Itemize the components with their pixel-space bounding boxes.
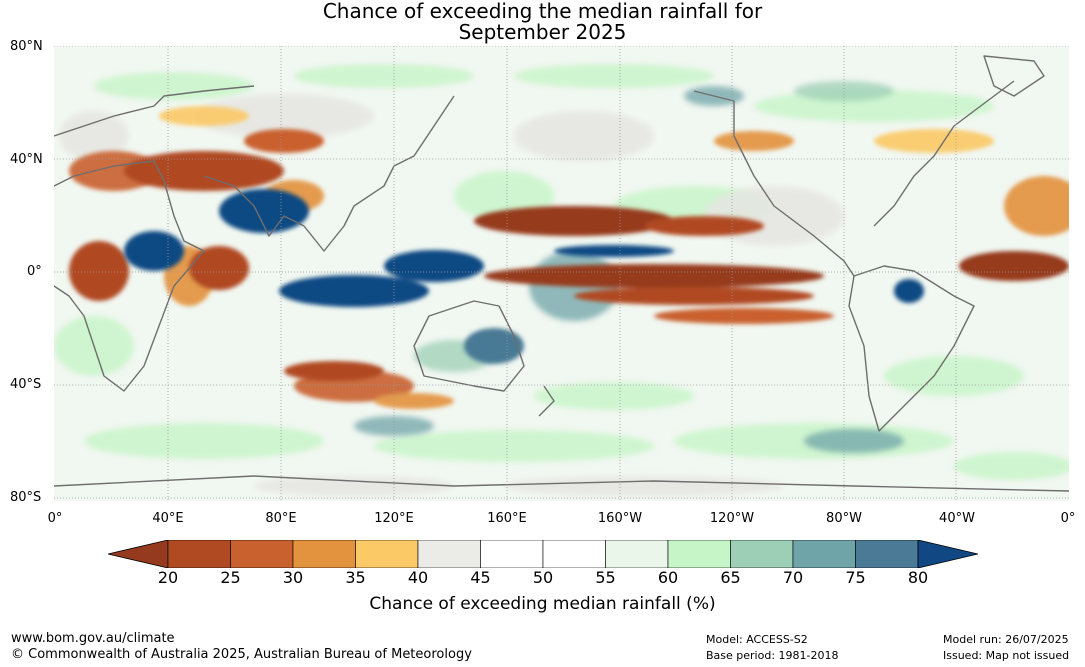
dark-blue-wet-bands xyxy=(124,189,924,364)
lon-label-120w: 120°W xyxy=(709,511,755,526)
colorbar-tick-label: 65 xyxy=(720,568,741,587)
europe-coastline xyxy=(54,85,255,137)
colorbar-segment-25-30 xyxy=(230,540,294,568)
colorbar-title: Chance of exceeding median rainfall (%) xyxy=(369,594,716,614)
map-title-line-1: Chance of exceeding the median rainfall … xyxy=(322,0,763,23)
lat-label-0: 0° xyxy=(27,264,42,279)
lat-label-40s: 40°S xyxy=(10,377,42,392)
footer-base-period: Base period: 1981-2018 xyxy=(706,649,839,662)
colorbar-segment-65-70 xyxy=(730,540,794,568)
lon-label-120e: 120°E xyxy=(374,511,414,526)
north-america-coastline xyxy=(693,90,855,277)
colorbar-segment-45-50 xyxy=(480,540,544,568)
colorbar-tick-label: 60 xyxy=(657,568,679,587)
colorbar-segment-20-25 xyxy=(167,540,231,568)
lon-label-40w: 40°W xyxy=(939,511,975,526)
lat-label-80n: 80°N xyxy=(10,39,43,54)
colorbar-extend-high xyxy=(917,540,978,568)
lat-label-40n: 40°N xyxy=(10,152,43,167)
coastlines xyxy=(54,55,1069,492)
colorbar-tick-label: 50 xyxy=(532,568,554,587)
colorbar-tick-label: 25 xyxy=(220,568,241,587)
colorbar-tick-label: 75 xyxy=(845,568,866,587)
lon-label-160w: 160°W xyxy=(597,511,643,526)
colorbar-segment-30-35 xyxy=(292,540,356,568)
footer-model-run: Model run: 26/07/2025 xyxy=(943,633,1069,646)
lon-label-0: 0° xyxy=(47,511,63,526)
africa-coastline xyxy=(54,160,205,392)
colorbar-segment-40-45 xyxy=(417,540,481,568)
colorbar-tick-label: 40 xyxy=(407,568,429,587)
antarctica-coastline xyxy=(54,475,1069,492)
colorbar-segment-55-60 xyxy=(605,540,669,568)
colorbar-tick-label: 45 xyxy=(470,568,491,587)
lon-label-80w: 80°W xyxy=(826,511,862,526)
colorbar-segment-35-40 xyxy=(355,540,419,568)
colorbar-tick-label: 55 xyxy=(595,568,616,587)
graticule xyxy=(54,46,1069,501)
asia-coastline xyxy=(203,95,455,252)
colorbar-tick-label: 70 xyxy=(782,568,804,587)
map-title-line-2: September 2025 xyxy=(458,20,627,44)
colorbar xyxy=(108,540,978,568)
dark-brown-dry-bands xyxy=(69,129,1069,381)
colorbar-tick-label: 35 xyxy=(345,568,366,587)
lon-label-160e: 160°E xyxy=(487,511,527,526)
colorbar-tick-label: 30 xyxy=(282,568,304,587)
south-america-coastline xyxy=(848,265,975,432)
footer-issued: Issued: Map not issued xyxy=(943,649,1070,662)
north-america-east-coastline xyxy=(873,80,1015,227)
footer-model: Model: ACCESS-S2 xyxy=(706,633,808,646)
greenland-coastline xyxy=(983,55,1045,97)
lon-label-80e: 80°E xyxy=(265,511,297,526)
lat-label-80s: 80°S xyxy=(10,490,42,505)
colorbar-segment-70-75 xyxy=(792,540,856,568)
colorbar-segment-75-80 xyxy=(855,540,919,568)
lon-label-0-east: 0° xyxy=(1060,511,1076,526)
footer-copyright: © Commonwealth of Australia 2025, Austra… xyxy=(11,647,472,662)
footer-url: www.bom.gov.au/climate xyxy=(11,631,175,646)
grey-neutral-areas xyxy=(59,94,844,496)
australia-coastline xyxy=(413,300,525,392)
colorbar-tick-label: 80 xyxy=(907,568,929,587)
colorbar-segment-50-55 xyxy=(542,540,606,568)
colorbar-extend-low xyxy=(108,540,169,568)
new-zealand-coastline xyxy=(538,385,555,417)
lon-label-40e: 40°E xyxy=(152,511,184,526)
rainfall-probability-map xyxy=(54,46,1069,501)
colorbar-segment-60-65 xyxy=(667,540,731,568)
colorbar-tick-label: 20 xyxy=(157,568,179,587)
